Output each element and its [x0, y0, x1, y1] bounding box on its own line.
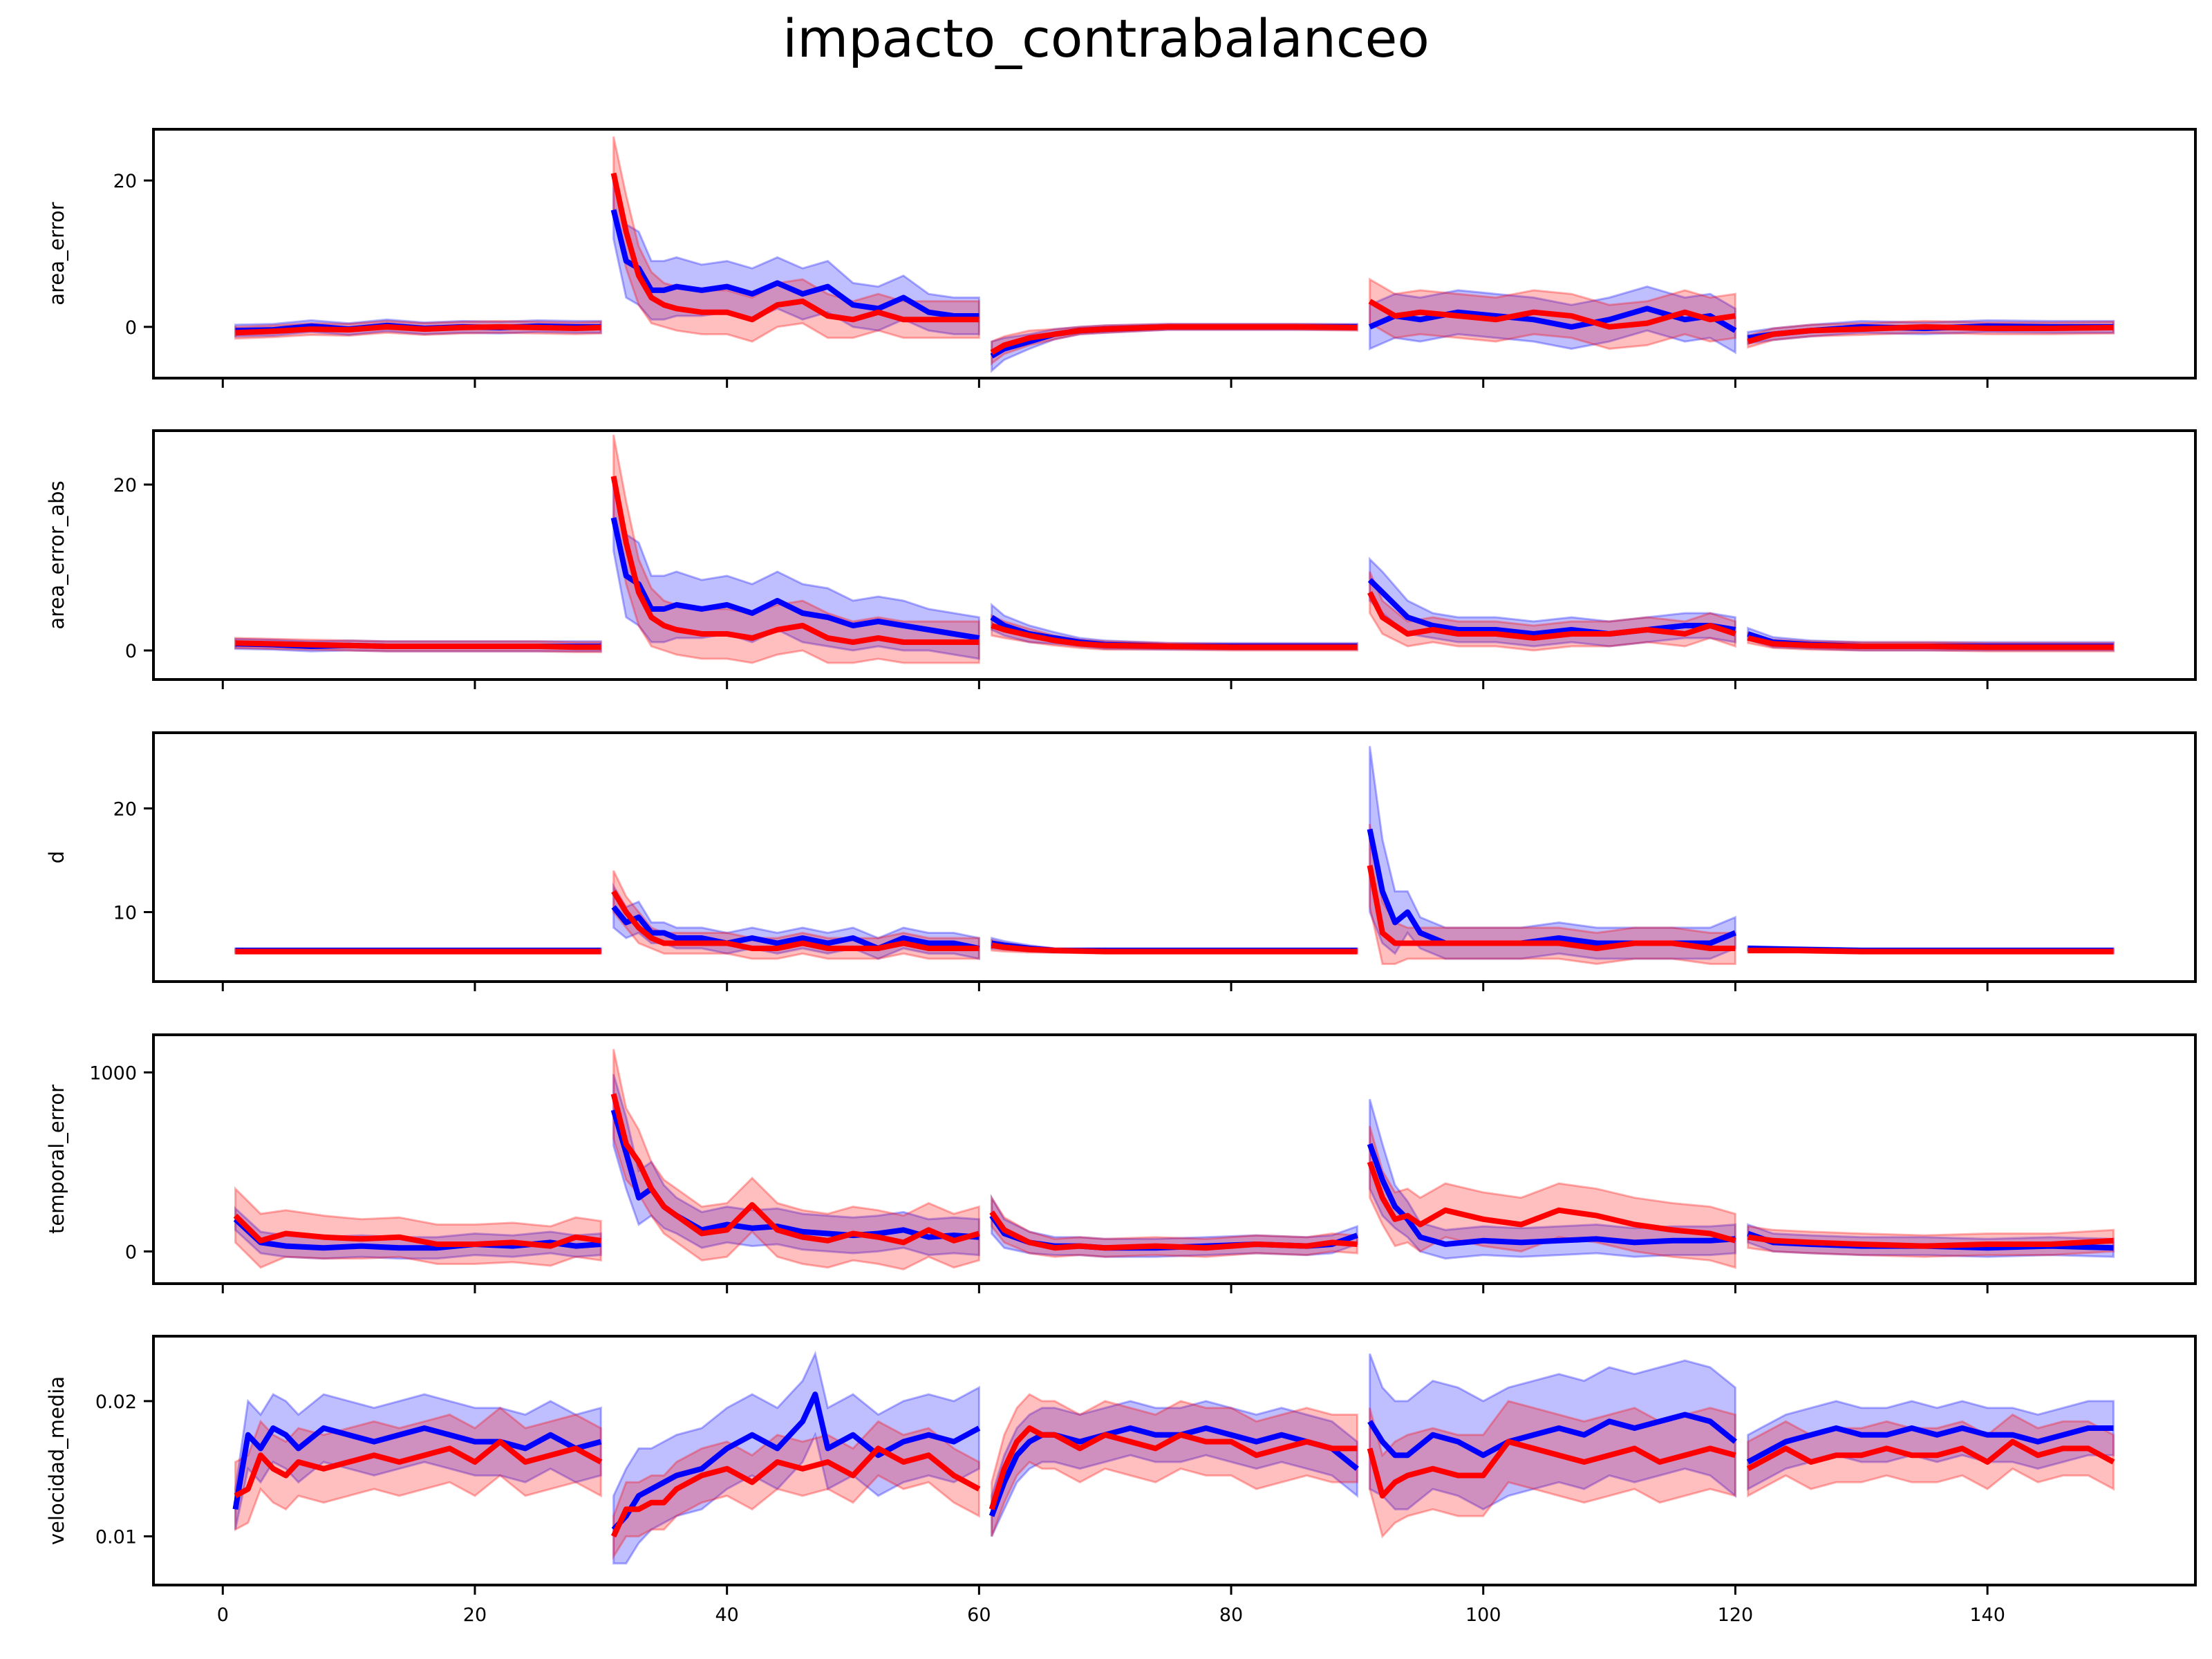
series-line — [611, 890, 980, 951]
y-tick-label: 1000 — [89, 1062, 137, 1084]
y-tick-label: 0 — [125, 1241, 137, 1263]
series-line — [611, 1391, 981, 1532]
x-tick-label: 100 — [1465, 1604, 1501, 1626]
y-tick-label: 20 — [113, 475, 137, 496]
series-line — [1746, 1438, 2115, 1472]
series-line — [988, 1425, 1359, 1517]
series-line — [1368, 299, 1736, 330]
series-line — [1367, 591, 1736, 641]
series-line — [234, 1438, 603, 1499]
confidence-band — [612, 484, 980, 660]
plot-area — [234, 434, 2115, 664]
plot-area — [233, 1049, 2115, 1271]
series-line — [610, 1445, 981, 1538]
y-tick-label: 0 — [125, 641, 137, 662]
confidence-band — [1369, 285, 1736, 355]
x-tick-label: 140 — [1969, 1604, 2005, 1626]
subplot: 10 20 d — [45, 731, 2197, 991]
series-line — [989, 1210, 1358, 1251]
subplot: 0 20 area_error — [45, 128, 2197, 388]
series-line — [232, 1425, 602, 1510]
series-line — [610, 172, 980, 323]
series-line — [1367, 578, 1736, 637]
series-line — [235, 640, 601, 650]
x-tick-label: 80 — [1219, 1604, 1243, 1626]
series-line — [1747, 635, 2114, 650]
subplot-stack: 020area_error020area_error_abs1020d01000… — [45, 128, 2197, 1626]
confidence-band — [234, 1406, 602, 1532]
confidence-band — [1369, 823, 1736, 966]
plot-area — [234, 746, 2115, 966]
plot-area — [232, 1350, 2115, 1565]
confidence-band — [1369, 556, 1736, 648]
x-tick-label: 60 — [967, 1604, 991, 1626]
x-tick-label: 20 — [463, 1604, 487, 1626]
series-line — [990, 324, 1358, 355]
series-line — [610, 517, 980, 641]
y-tick-label: 0 — [125, 317, 137, 339]
subplot: 0 20 area_error_abs — [45, 429, 2197, 689]
y-axis-label: velocidad_media — [45, 1376, 68, 1545]
series-line — [1367, 1438, 1736, 1499]
axes-frame — [152, 731, 2197, 983]
series-line — [611, 905, 980, 951]
figure-title: impacto_contrabalanceo — [782, 8, 1430, 69]
series-line — [1747, 948, 2114, 955]
series-line — [988, 1425, 1358, 1510]
series-line — [1747, 324, 2114, 344]
series-line — [1367, 1412, 1737, 1459]
series-line — [1747, 1234, 2114, 1249]
plot-area — [234, 136, 2115, 373]
y-tick-label: 0.02 — [95, 1391, 137, 1413]
series-line — [1369, 306, 1737, 333]
confidence-band — [991, 323, 1358, 366]
subplot: 0 1000 temporal_error — [45, 1033, 2197, 1293]
series-line — [991, 942, 1358, 955]
confidence-band — [612, 1350, 980, 1565]
axes-frame — [152, 1033, 2197, 1285]
subplot: 0.01 0.02 velocidad_media 0 20 40 60 80 100 120 14… — [45, 1335, 2197, 1626]
confidence-band — [612, 1049, 980, 1271]
y-axis-label: area_error_abs — [45, 480, 68, 629]
series-line — [1367, 1143, 1736, 1247]
axes-frame — [152, 128, 2197, 379]
series-line — [1367, 1161, 1736, 1244]
series-line — [610, 1093, 980, 1246]
series-line — [1367, 865, 1736, 951]
confidence-band — [1369, 1400, 1736, 1539]
series-line — [610, 476, 980, 645]
y-axis-label: d — [45, 851, 68, 863]
confidence-band — [991, 1400, 1358, 1537]
y-axis-label: temporal_error — [45, 1085, 68, 1234]
confidence-band — [612, 180, 980, 335]
series-line — [991, 623, 1358, 650]
confidence-band — [991, 1393, 1358, 1537]
y-tick-label: 0.01 — [95, 1527, 137, 1548]
y-tick-label: 10 — [113, 903, 137, 924]
y-tick-label: 20 — [113, 171, 137, 192]
axes-frame — [152, 1335, 2197, 1586]
y-tick-label: 20 — [113, 799, 137, 821]
x-tick-label: 40 — [715, 1604, 738, 1626]
confidence-band — [1369, 1125, 1736, 1269]
x-tick-label: 120 — [1718, 1604, 1754, 1626]
axes-frame — [152, 429, 2197, 681]
x-tick-label: 0 — [217, 1604, 229, 1626]
series-line — [233, 1213, 601, 1249]
series-line — [235, 324, 601, 336]
series-line — [1746, 1425, 2114, 1465]
series-line — [610, 209, 980, 319]
y-axis-label: area_error — [45, 202, 68, 305]
